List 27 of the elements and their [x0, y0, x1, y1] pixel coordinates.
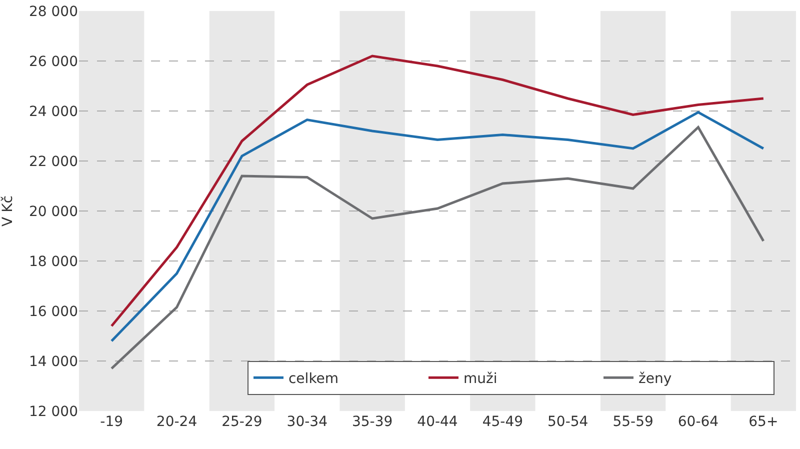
x-tick-label: 50-54	[548, 414, 588, 430]
x-tick-label: -19	[100, 414, 124, 430]
x-tick-label: 45-49	[482, 414, 524, 430]
y-tick-label: 22 000	[29, 154, 78, 170]
x-tick-label: 65+	[748, 414, 778, 430]
x-tick-label: 25-29	[222, 414, 262, 430]
y-tick-label: 18 000	[29, 254, 78, 270]
x-tick-label: 40-44	[417, 414, 458, 430]
y-tick-label: 12 000	[29, 404, 78, 420]
x-tick-label: 60-64	[678, 414, 719, 430]
legend-label: ženy	[638, 371, 672, 388]
line-series	[110, 54, 765, 328]
y-tick-label: 24 000	[29, 104, 78, 120]
y-tick-label: 26 000	[29, 54, 78, 70]
x-tick-label: 30-34	[286, 414, 328, 430]
y-tick-label: 16 000	[29, 304, 78, 320]
x-tick-label: 35-39	[352, 414, 393, 430]
x-tick-label: 55-59	[612, 414, 654, 430]
y-tick-label: 20 000	[29, 204, 78, 220]
y-tick-label: 28 000	[29, 4, 78, 20]
line-series	[110, 111, 765, 342]
legend-label: muži	[463, 371, 498, 388]
legend-label: celkem	[288, 371, 339, 388]
x-tick-label: 20-24	[156, 414, 198, 430]
y-tick-label: 14 000	[29, 354, 78, 370]
line-series	[110, 126, 765, 370]
y-axis-title: V Kč	[0, 196, 16, 226]
